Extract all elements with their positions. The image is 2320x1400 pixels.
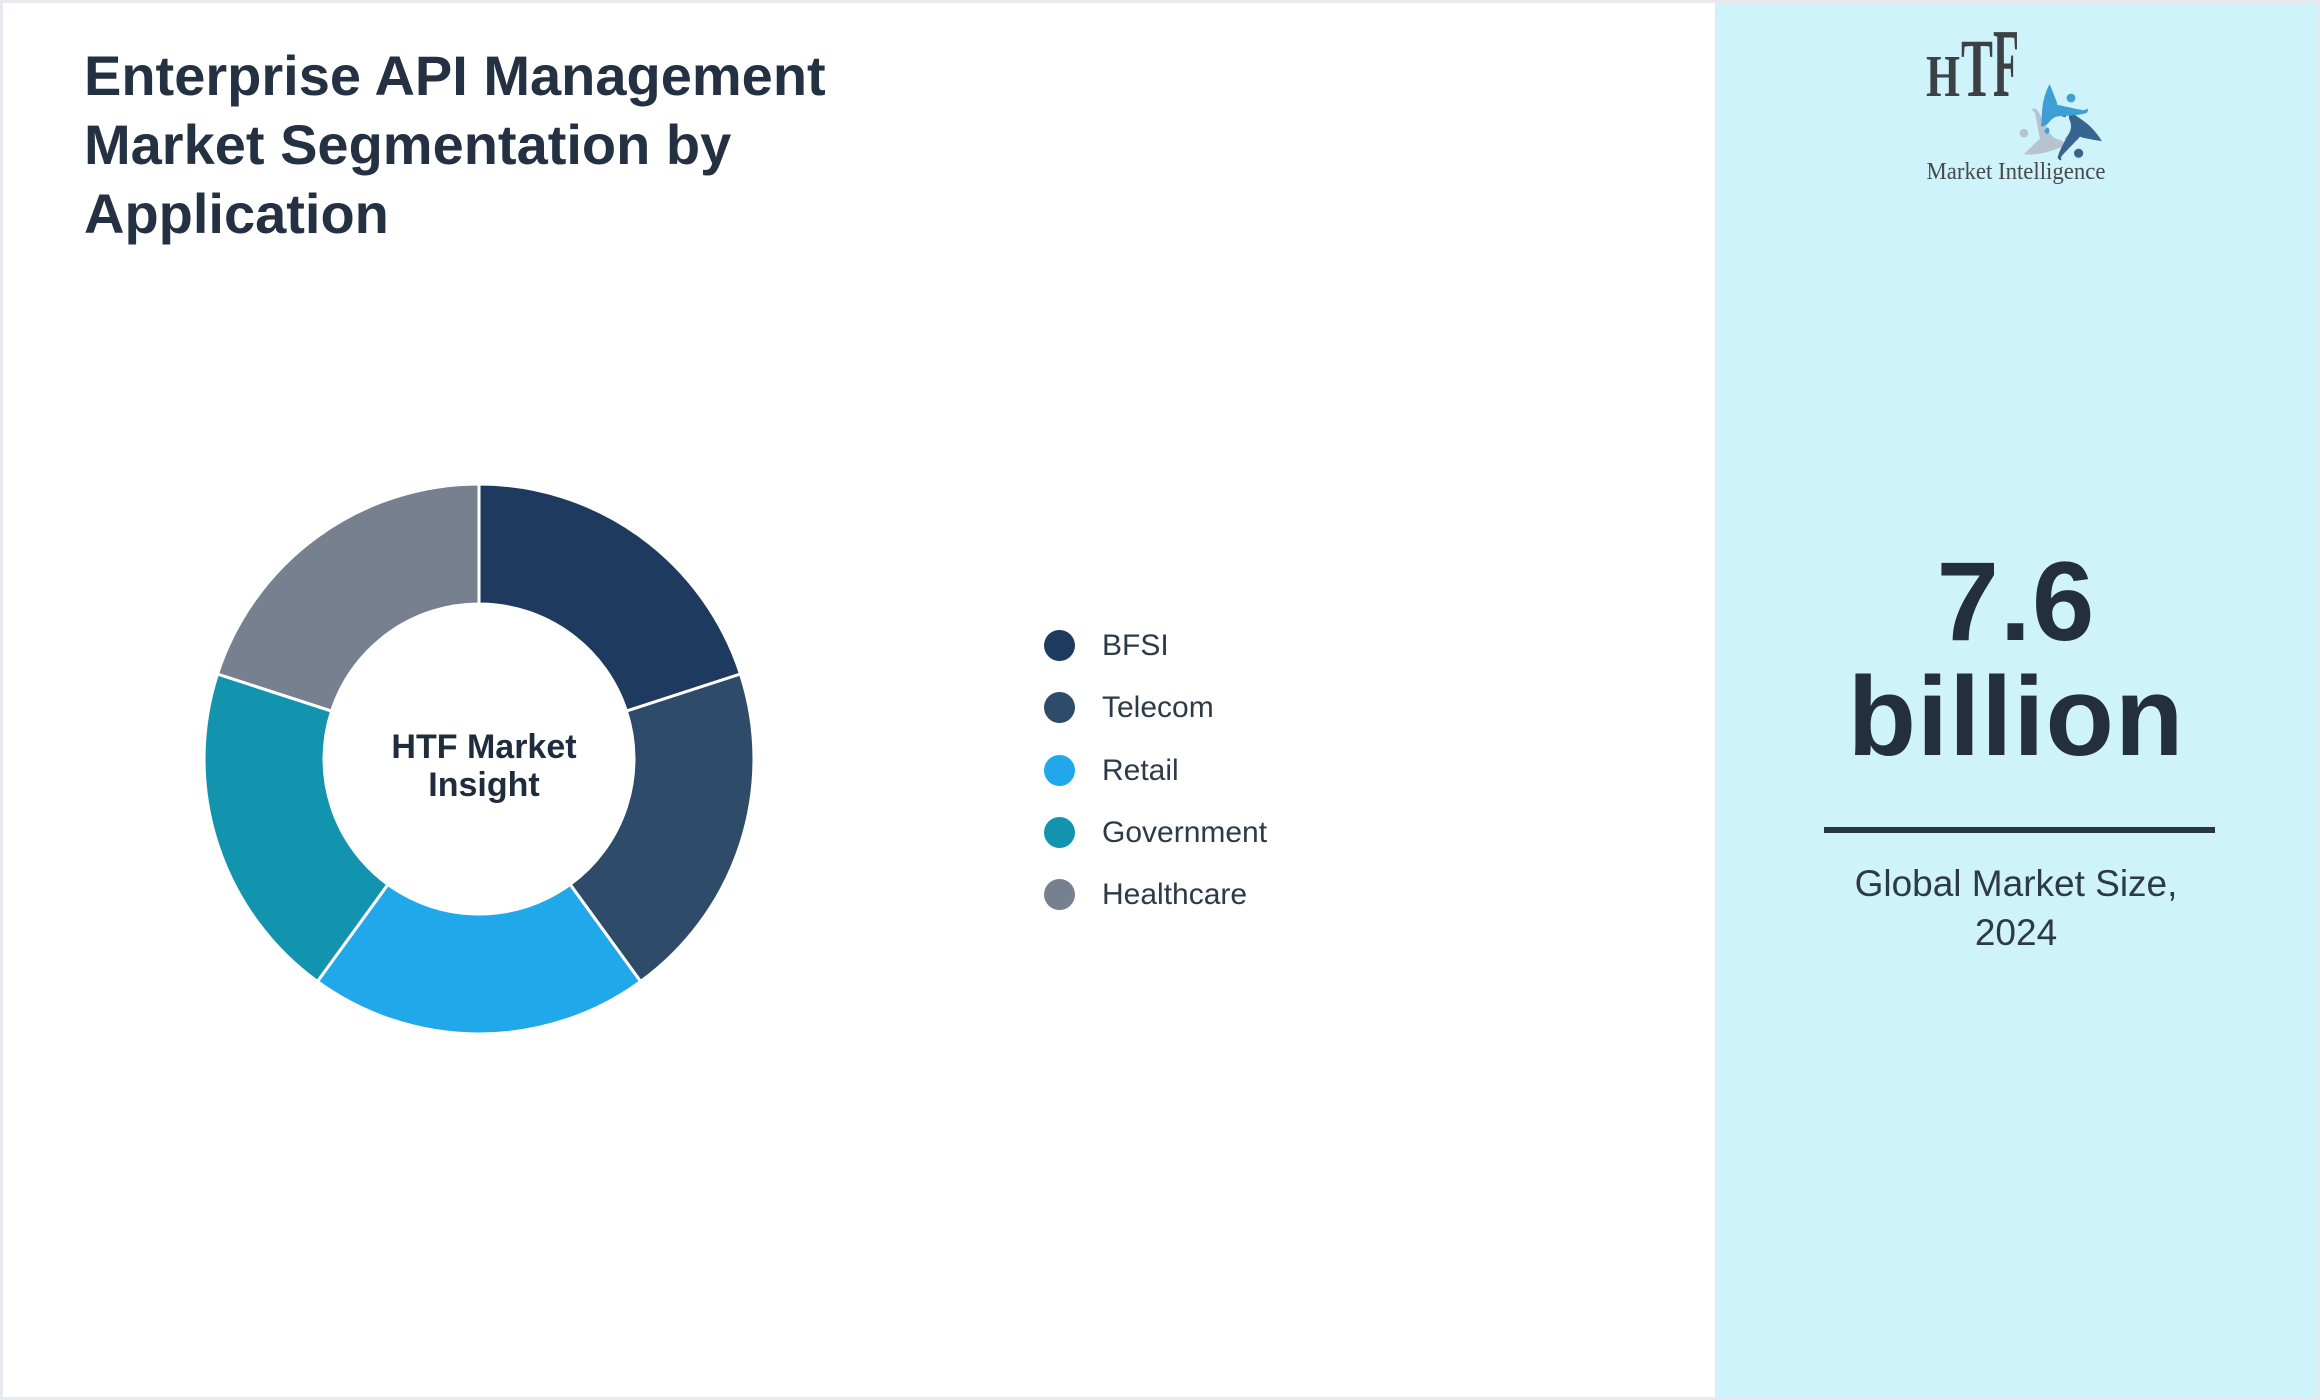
svg-text:F: F [1993, 20, 2019, 117]
svg-text:T: T [1961, 22, 1993, 114]
svg-text:Market Intelligence: Market Intelligence [1927, 159, 2106, 185]
svg-text:H: H [1926, 43, 1960, 109]
